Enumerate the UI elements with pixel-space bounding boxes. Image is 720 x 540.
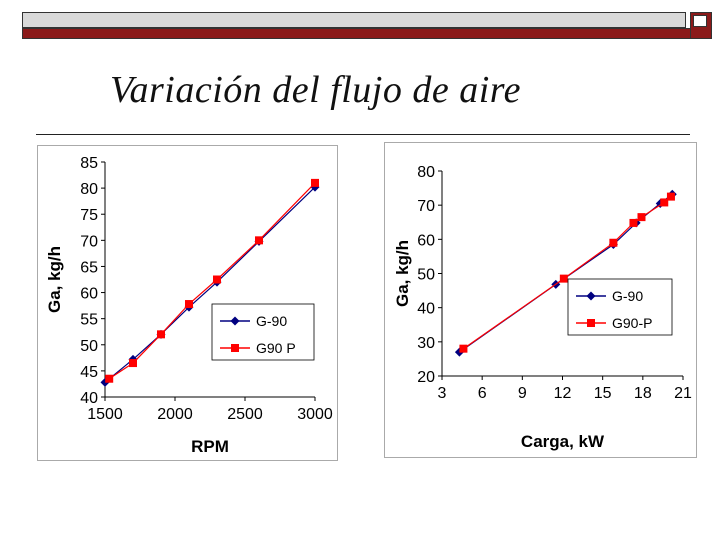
title-underline (36, 134, 690, 135)
y-tick-label: 85 (80, 155, 98, 172)
y-axis-title: Ga, kg/h (45, 246, 64, 313)
legend-label: G90-P (612, 315, 652, 331)
x-axis-title: RPM (191, 437, 229, 456)
title-bar-decoration (22, 12, 712, 39)
slide-title: Variación del flujo de aire (110, 69, 522, 111)
y-tick-label: 30 (417, 335, 435, 352)
data-point-square (660, 198, 669, 207)
legend-label: G-90 (612, 288, 643, 304)
legend-label: G90 P (256, 340, 296, 356)
y-tick-label: 65 (80, 259, 98, 276)
data-point-square (185, 300, 193, 309)
title-bar-light-band (22, 12, 686, 28)
y-tick-label: 80 (80, 181, 98, 198)
legend-box (567, 278, 673, 336)
x-tick-label: 18 (634, 385, 652, 402)
data-point-square (666, 192, 675, 201)
title-bar-square-inner (693, 15, 707, 27)
x-tick-label: 6 (478, 385, 487, 402)
x-tick-label: 15 (594, 385, 612, 402)
legend-marker-diamond (586, 291, 596, 301)
y-tick-label: 60 (417, 232, 435, 249)
y-tick-label: 40 (417, 301, 435, 318)
legend-marker-square (587, 319, 595, 327)
data-point-square (459, 344, 468, 353)
y-tick-label: 55 (80, 312, 98, 329)
y-tick-label: 70 (80, 233, 98, 250)
x-tick-label: 1500 (87, 406, 123, 423)
x-axis-title: Carga, kW (521, 432, 605, 451)
title-bar-dark-band (22, 28, 712, 39)
y-tick-label: 70 (417, 198, 435, 215)
x-tick-label: 21 (674, 385, 692, 402)
y-tick-label: 80 (417, 164, 435, 181)
x-tick-label: 2500 (227, 406, 263, 423)
data-point-square (105, 374, 114, 383)
y-tick-label: 75 (80, 207, 98, 224)
y-tick-label: 45 (80, 364, 98, 381)
chart-rpm: 40 45 50 55 60 65 70 75 80 85 1500 2000 2500 3000 RPM G… (37, 145, 338, 461)
x-tick-label: 9 (518, 385, 527, 402)
y-axis-title: Ga, kg/h (393, 240, 412, 307)
data-point-square (129, 359, 137, 368)
x-tick-label: 3 (438, 385, 447, 402)
y-tick-label: 50 (417, 267, 435, 284)
data-point-square (559, 274, 568, 283)
data-point-square (609, 238, 618, 247)
y-tick-label: 50 (80, 338, 98, 355)
y-tick-label: 60 (80, 286, 98, 303)
chart-rpm-svg: 40 45 50 55 60 65 70 75 80 85 1500 2000 2500 3000 RPM G… (45, 155, 333, 456)
legend-marker-square (231, 344, 239, 352)
data-point-square (213, 275, 221, 284)
data-point-square (311, 178, 319, 187)
x-tick-label: 3000 (297, 406, 333, 423)
data-point-diamond (454, 347, 464, 357)
y-tick-label: 20 (417, 369, 435, 386)
legend-box (211, 303, 315, 361)
legend-label: G-90 (256, 313, 287, 329)
y-tick-label: 40 (80, 390, 98, 407)
data-point-square (255, 236, 263, 245)
legend-marker-diamond (230, 316, 240, 326)
data-point-square (157, 330, 165, 339)
data-point-square (629, 218, 638, 227)
chart-carga-svg: 20 30 40 50 60 70 80 3 6 9 12 15 18 21 Carga, kW Ga, kg… (393, 164, 692, 451)
x-tick-label: 2000 (157, 406, 193, 423)
data-point-square (637, 213, 646, 222)
x-tick-label: 12 (554, 385, 572, 402)
chart-carga: 20 30 40 50 60 70 80 3 6 9 12 15 18 21 Carga, kW Ga, kg… (384, 142, 697, 458)
